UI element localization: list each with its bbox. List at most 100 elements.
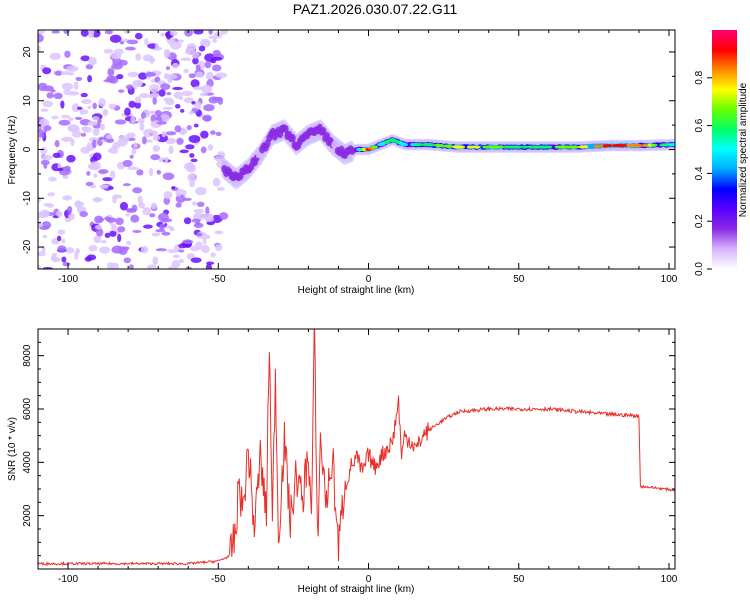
noise-blob	[125, 46, 136, 51]
noise-blob	[196, 233, 203, 237]
noise-blob	[107, 149, 113, 153]
noise-blob	[60, 100, 65, 109]
noise-blob	[94, 224, 103, 230]
noise-region	[38, 30, 229, 269]
noise-blob	[62, 195, 73, 201]
noise-blob	[194, 101, 202, 110]
noise-blob	[71, 103, 80, 113]
noise-blob	[127, 71, 139, 78]
noise-blob	[189, 174, 196, 178]
noise-blob	[94, 215, 104, 224]
noise-blob	[136, 81, 143, 87]
snr-series-line	[38, 329, 675, 567]
noise-blob	[50, 89, 56, 93]
noise-blob	[212, 49, 221, 57]
noise-blob	[124, 107, 131, 116]
noise-blob	[126, 240, 132, 245]
noise-blob	[152, 134, 161, 141]
colorbar-tick-label: 0.8	[694, 70, 705, 84]
noise-blob	[156, 169, 162, 175]
noise-blob	[190, 158, 198, 163]
track-peak	[482, 145, 490, 149]
noise-blob	[136, 169, 144, 176]
noise-blob	[144, 72, 157, 77]
colorbar-tick-label: 0.0	[694, 262, 705, 276]
noise-blob	[122, 159, 133, 167]
noise-blob	[119, 40, 125, 45]
noise-blob	[80, 92, 88, 98]
noise-blob	[131, 148, 137, 155]
track-peak	[572, 145, 580, 149]
noise-blob	[152, 145, 161, 152]
noise-blob	[91, 139, 97, 149]
noise-blob	[195, 186, 207, 196]
noise-blob	[184, 30, 193, 37]
track-peak	[371, 145, 379, 149]
noise-blob	[129, 154, 134, 159]
noise-blob	[42, 67, 52, 75]
y-tick-label: 10	[22, 95, 33, 107]
noise-blob	[134, 96, 142, 104]
noise-blob	[213, 155, 225, 162]
noise-blob	[178, 95, 184, 101]
noise-blob	[41, 246, 46, 253]
noise-blob	[99, 123, 106, 131]
noise-blob	[216, 187, 225, 191]
track-core	[289, 133, 296, 142]
noise-blob	[150, 202, 157, 210]
noise-blob	[191, 100, 196, 105]
x-tick-label: -50	[211, 274, 226, 285]
spectrogram-y-label: Frequency (Hz)	[7, 116, 18, 185]
noise-blob	[140, 112, 146, 119]
noise-blob	[188, 73, 196, 79]
noise-blob	[214, 230, 224, 235]
spectrogram-x-label: Height of straight line (km)	[298, 285, 415, 296]
noise-blob	[73, 81, 79, 90]
y-tick-label: 6000	[22, 397, 33, 420]
noise-blob	[60, 114, 71, 119]
noise-blob	[190, 79, 200, 88]
noise-blob	[92, 102, 98, 110]
noise-blob	[185, 266, 193, 269]
noise-blob	[179, 149, 189, 154]
noise-blob	[135, 32, 143, 40]
noise-blob	[109, 230, 117, 237]
noise-blob	[139, 122, 145, 132]
noise-blob	[98, 169, 109, 174]
noise-blob	[174, 125, 182, 133]
noise-blob	[43, 163, 48, 169]
noise-blob	[212, 177, 221, 187]
noise-blob	[40, 209, 50, 218]
noise-blob	[171, 186, 176, 190]
noise-blob	[38, 251, 46, 257]
noise-blob	[169, 40, 182, 50]
noise-blob	[123, 246, 130, 251]
noise-blob	[110, 262, 119, 269]
noise-blob	[163, 191, 173, 200]
noise-blob	[91, 116, 100, 121]
noise-blob	[204, 61, 212, 69]
noise-blob	[38, 45, 41, 53]
noise-blob	[117, 233, 122, 243]
noise-blob	[104, 232, 111, 238]
noise-blob	[189, 153, 195, 158]
noise-blob	[64, 50, 71, 58]
colorbar-tick-label: 0.6	[694, 118, 705, 132]
noise-blob	[62, 174, 69, 179]
noise-blob	[66, 65, 79, 72]
noise-blob	[67, 91, 80, 96]
noise-blob	[49, 52, 61, 61]
noise-blob	[178, 39, 184, 43]
noise-blob	[93, 235, 102, 244]
noise-blob	[82, 126, 93, 133]
noise-blob	[152, 256, 159, 266]
noise-blob	[123, 30, 132, 34]
colorbar-tick-label: 0.2	[694, 214, 705, 228]
track-peak	[620, 143, 628, 148]
noise-blob	[205, 71, 214, 81]
noise-blob	[75, 248, 80, 255]
noise-blob	[149, 55, 155, 64]
noise-blob	[173, 254, 180, 259]
noise-blob	[86, 171, 91, 176]
noise-blob	[102, 177, 113, 182]
